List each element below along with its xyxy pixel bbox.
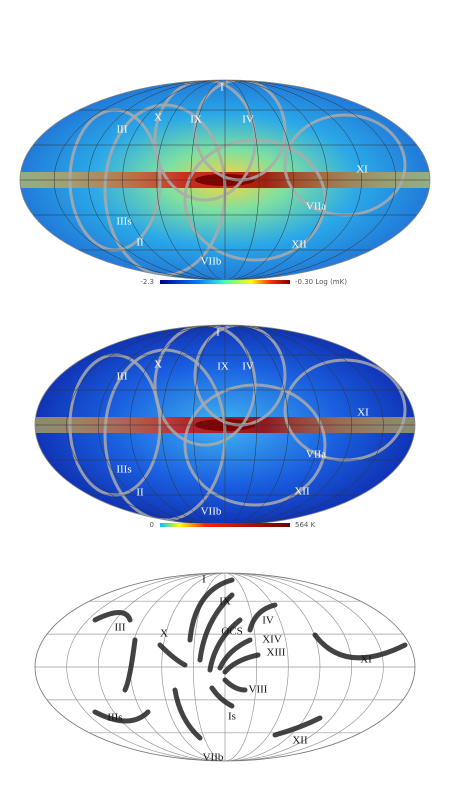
loop-label: VIIb — [201, 256, 222, 268]
sky-map — [35, 325, 415, 525]
loop-label: II — [136, 487, 144, 499]
loop-outline — [183, 383, 327, 507]
sky-map — [20, 80, 430, 280]
loop-label: VIII — [249, 684, 268, 696]
loop-stroke — [247, 602, 278, 633]
loop-outline — [183, 138, 327, 262]
loop-label: IX — [219, 596, 231, 608]
loop-label: IV — [262, 615, 274, 627]
loop-label: IX — [217, 361, 229, 373]
loop-label: I — [202, 574, 206, 586]
loop-stroke — [122, 637, 138, 693]
loop-label: IV — [242, 361, 254, 373]
loop-label: Is — [228, 711, 236, 723]
loop-label: XII — [291, 239, 307, 251]
loop-label: III — [117, 124, 128, 136]
loop-label: XI — [360, 654, 372, 666]
loop-label: VIIb — [203, 752, 224, 764]
loop-label: III — [117, 371, 128, 383]
loop-label: IV — [242, 114, 254, 126]
loop-stroke — [209, 685, 235, 709]
loop-label: VIIb — [201, 506, 222, 518]
loop-label: OCS — [221, 626, 242, 638]
loop-label: IX — [190, 114, 202, 126]
loop-label: I — [216, 327, 220, 339]
loop-label: X — [154, 112, 162, 124]
colorbar-max: -0.30 Log (mK) — [295, 278, 347, 286]
sky-map — [35, 573, 415, 761]
loop-label: II — [136, 237, 144, 249]
colorbar — [160, 523, 290, 527]
loop-label: IIIs — [116, 464, 131, 476]
colorbar-min: 0 — [150, 521, 154, 529]
loop-stroke — [187, 577, 235, 643]
loop-label: X — [154, 359, 162, 371]
loop-label: XI — [356, 164, 368, 176]
loop-label: VIIa — [306, 449, 326, 461]
loop-label: XIII — [267, 647, 286, 659]
loop-label: X — [160, 628, 168, 640]
colorbar — [160, 280, 290, 284]
loop-label: XII — [294, 486, 310, 498]
loop-stroke — [312, 632, 408, 661]
loop-stroke — [272, 715, 323, 738]
loop-label: XIV — [262, 634, 282, 646]
loop-stroke — [207, 617, 243, 673]
loop-stroke — [172, 687, 203, 741]
loop-stroke — [222, 677, 248, 693]
loop-stroke — [92, 610, 133, 623]
loop-label: I — [220, 82, 224, 94]
loop-stroke — [217, 637, 253, 671]
loop-stroke — [92, 709, 151, 724]
loop-label: XII — [292, 735, 308, 747]
loop-stroke — [222, 652, 261, 675]
loop-stroke — [197, 592, 235, 663]
colorbar-max: 564 K — [295, 521, 316, 529]
loop-label: IIIs — [107, 712, 122, 724]
loop-label: IIIs — [116, 216, 131, 228]
loop-label: VIIa — [306, 201, 326, 213]
loop-stroke — [157, 642, 188, 668]
loop-label: III — [115, 622, 126, 634]
colorbar-min: -2.3 — [140, 278, 154, 286]
map-outline — [34, 572, 416, 762]
loop-label: XI — [357, 407, 369, 419]
